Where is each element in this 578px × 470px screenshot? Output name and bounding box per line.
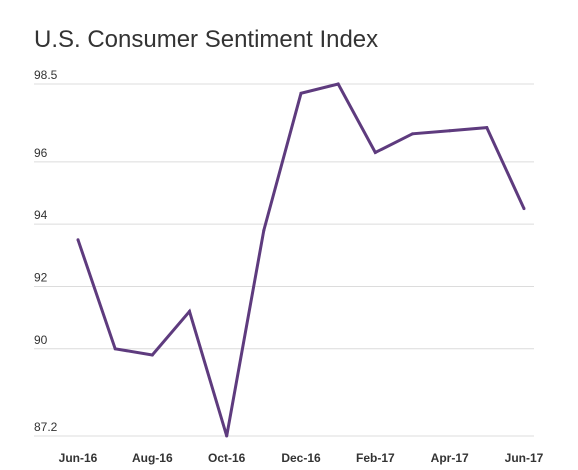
- data-point: [485, 126, 489, 130]
- y-tick-label: 92: [34, 270, 48, 284]
- series-group: [76, 82, 526, 438]
- x-tick-label: Feb-17: [356, 451, 395, 465]
- gridlines: [34, 83, 534, 437]
- data-point: [336, 82, 340, 86]
- data-point: [411, 132, 414, 136]
- x-tick-label: Dec-16: [281, 451, 321, 465]
- data-point: [373, 151, 377, 155]
- y-tick-label: 94: [34, 208, 48, 222]
- y-tick-label: 96: [34, 146, 48, 160]
- x-tick-label: Jun-16: [59, 451, 98, 465]
- y-tick-label: 87.2: [34, 420, 58, 434]
- y-tick-label: 90: [34, 333, 48, 347]
- data-point: [522, 207, 526, 211]
- data-point: [448, 129, 452, 133]
- y-tick-label: 98.5: [34, 68, 58, 82]
- data-point: [113, 347, 117, 351]
- x-axis-tick-labels: Jun-16 Aug-16 Oct-16 Dec-16 Feb-17 Apr-17 Jun-…: [59, 451, 544, 465]
- x-tick-label: Jun-17: [505, 451, 544, 465]
- x-tick-label: Aug-16: [132, 451, 173, 465]
- data-point: [299, 91, 303, 95]
- chart-title: U.S. Consumer Sentiment Index: [34, 26, 379, 53]
- series-line: [76, 82, 526, 437]
- y-axis-tick-labels: 98.5 96 94 92 90 87.2: [34, 68, 58, 434]
- data-point: [150, 353, 154, 357]
- x-tick-label: Apr-17: [431, 451, 469, 465]
- x-tick-label: Oct-16: [208, 451, 246, 465]
- data-point: [262, 228, 266, 232]
- data-point: [188, 309, 191, 313]
- data-point: [225, 434, 229, 438]
- data-point: [76, 238, 80, 242]
